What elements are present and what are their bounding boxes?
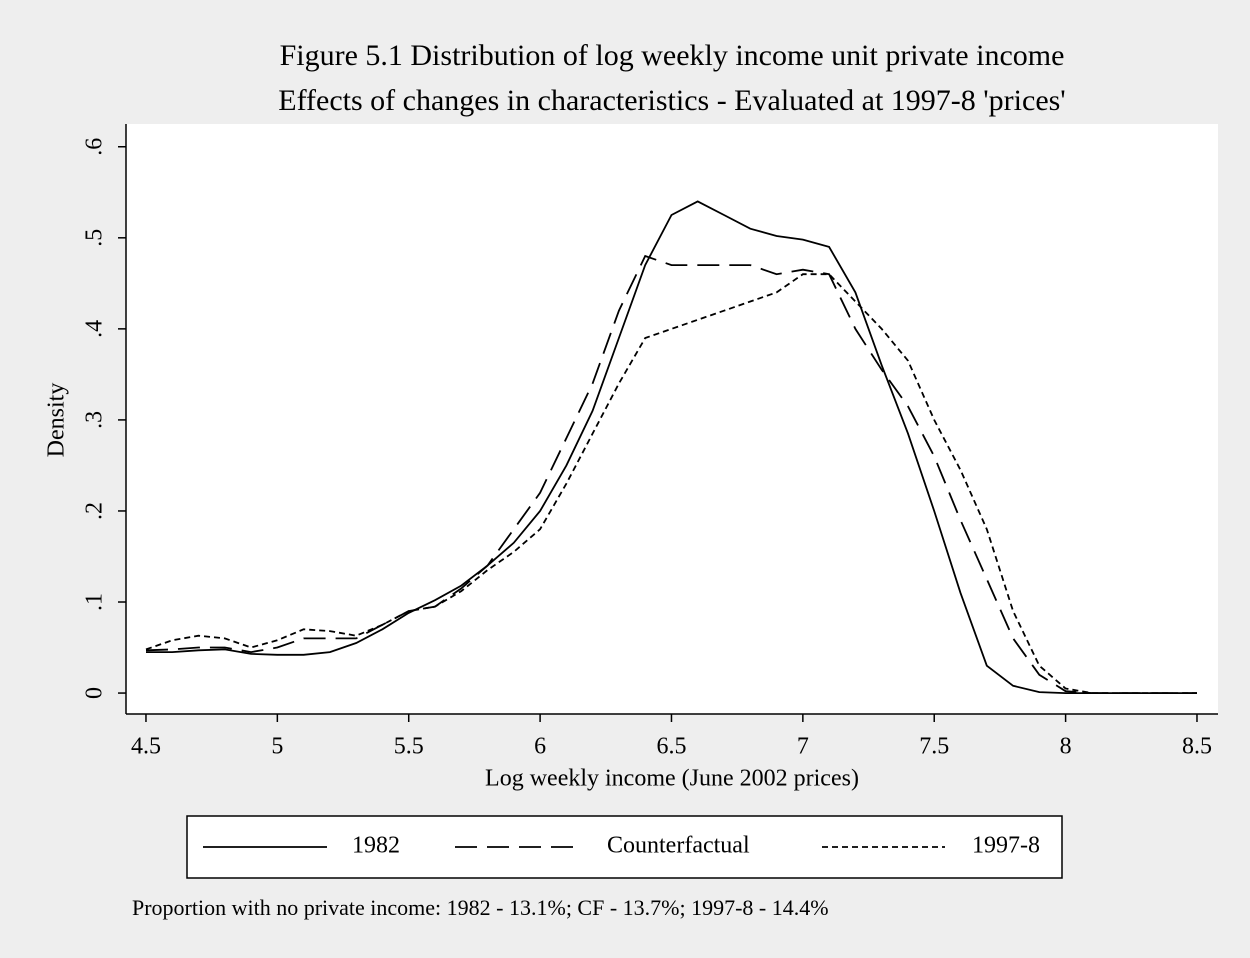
note: Proportion with no private income: 1982 … (132, 895, 829, 920)
chart-subtitle: Effects of changes in characteristics - … (278, 84, 1065, 117)
x-axis-label: Log weekly income (June 2002 prices) (485, 766, 859, 792)
y-tick-label: .3 (82, 411, 108, 429)
x-tick-label: 6 (534, 734, 546, 760)
plot-area (126, 124, 1218, 714)
x-tick-label: 4.5 (131, 734, 161, 760)
x-tick-label: 8.5 (1182, 734, 1212, 760)
x-tick-label: 6.5 (656, 734, 686, 760)
y-tick-label: .2 (82, 502, 108, 520)
series-line (145, 254, 1197, 694)
x-tick-label: 8 (1060, 734, 1072, 760)
y-tick-label: 0 (82, 687, 108, 699)
series-line (145, 273, 1197, 694)
legend-label: Counterfactual (607, 833, 750, 859)
y-tick-label: .5 (82, 229, 108, 247)
legend-label: 1997-8 (972, 833, 1040, 859)
x-tick-label: 7 (797, 734, 809, 760)
y-axis-label: Density (44, 383, 70, 458)
x-tick-label: 5.5 (394, 734, 424, 760)
y-tick-label: .1 (82, 593, 108, 611)
x-tick-label: 7.5 (919, 734, 949, 760)
y-tick-label: .6 (82, 138, 108, 156)
x-tick-label: 5 (271, 734, 283, 760)
series-line (146, 200, 1197, 694)
legend-label: 1982 (352, 833, 400, 859)
chart-title: Figure 5.1 Distribution of log weekly in… (280, 39, 1065, 72)
y-tick-label: .4 (82, 320, 108, 338)
